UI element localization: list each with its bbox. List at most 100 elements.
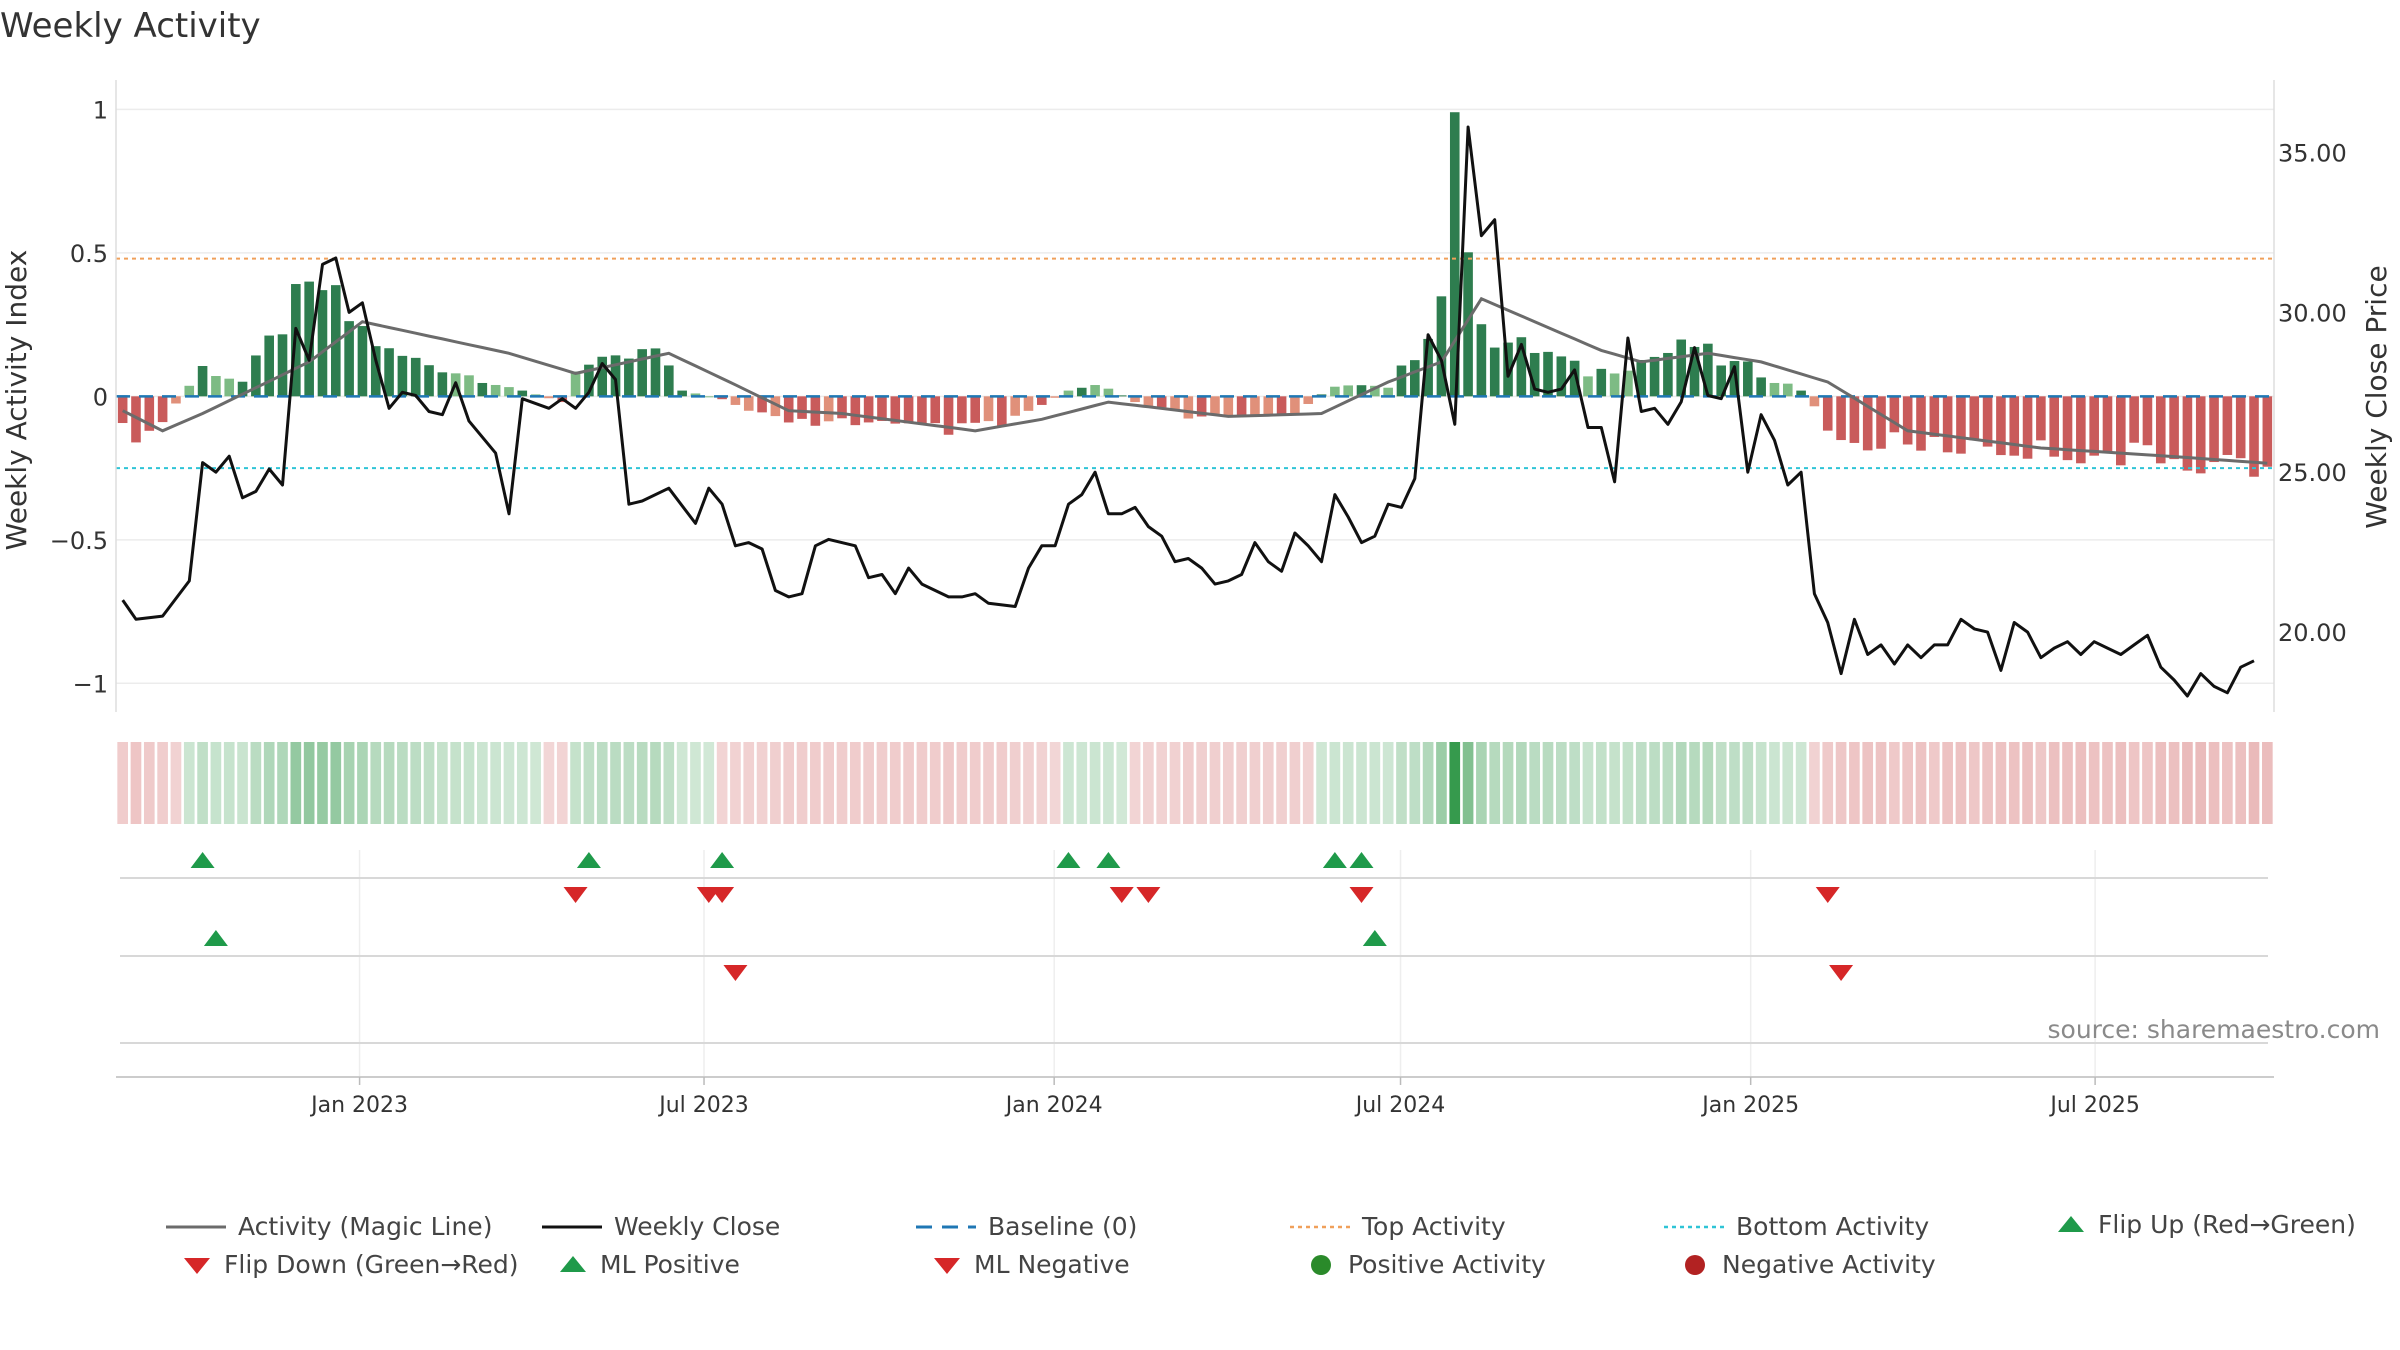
activity-bar <box>1782 383 1793 397</box>
heat-cell <box>929 742 941 824</box>
activity-bar <box>664 365 674 397</box>
heat-cell <box>2248 742 2260 824</box>
activity-bar <box>1969 396 1980 441</box>
flip-down-marker <box>563 887 588 903</box>
activity-bar <box>1836 396 1846 441</box>
activity-bar <box>517 390 528 397</box>
heat-cell <box>1809 742 1820 824</box>
legend-label: Bottom Activity <box>1736 1212 1930 1241</box>
heat-cell <box>463 742 475 824</box>
activity-bar <box>1649 356 1660 397</box>
heat-cell <box>1516 742 1527 824</box>
magic-line <box>122 296 2268 465</box>
heat-cell <box>1236 742 1247 824</box>
activity-bar <box>410 357 421 397</box>
activity-bar <box>1103 388 1114 397</box>
activity-bar <box>1263 396 1274 417</box>
activity-bar <box>1436 296 1447 397</box>
right-tick-label: 25.00 <box>2278 459 2347 487</box>
heat-cell <box>1262 742 1274 824</box>
heat-cell <box>1982 742 1993 824</box>
activity-bar <box>637 349 647 397</box>
activity-bar <box>1343 385 1353 397</box>
activity-bar <box>1356 385 1367 397</box>
heat-cell <box>2035 742 2047 824</box>
activity-bar <box>1609 373 1620 397</box>
heat-cell <box>1822 742 1834 824</box>
activity-bar <box>1982 396 1993 447</box>
heat-cell <box>1595 742 1607 824</box>
heat-cell <box>1476 742 1487 824</box>
flip-up-marker <box>1322 852 1347 868</box>
heat-cell <box>690 742 701 824</box>
left-tick-label: −0.5 <box>50 527 108 555</box>
activity-bar <box>837 396 847 419</box>
heat-cell <box>596 742 608 824</box>
heat-cell <box>2222 742 2233 824</box>
activity-bar <box>930 396 941 424</box>
activity-bar <box>1529 352 1540 397</box>
heat-cell <box>277 742 288 824</box>
ml-positive-marker <box>203 930 228 946</box>
heat-cell <box>1995 742 2007 824</box>
chart-title: Weekly Activity <box>0 6 261 46</box>
baseline-swatch-icon <box>916 1225 976 1228</box>
activity-bar <box>2022 396 2033 459</box>
activity-bar <box>1663 352 1673 397</box>
activity-bar <box>490 384 501 397</box>
activity-bar <box>370 346 381 397</box>
legend-label: ML Negative <box>974 1250 1130 1279</box>
activity-bar <box>171 396 181 404</box>
heat-cell <box>570 742 581 824</box>
activity-bar <box>2195 396 2206 474</box>
activity-bar <box>1449 112 1460 397</box>
heat-cell <box>490 742 501 824</box>
activity-bar <box>1996 396 2006 456</box>
bottom-line-swatch-icon <box>1664 1225 1724 1228</box>
heat-cell <box>1489 742 1501 824</box>
heat-cell <box>1928 742 1940 824</box>
activity-bar <box>1716 365 1726 397</box>
activity-bar <box>597 356 608 397</box>
activity-bar <box>2142 396 2153 446</box>
activity-bar <box>1822 396 1833 431</box>
heat-cell <box>1063 742 1074 824</box>
activity-bar <box>1383 387 1393 397</box>
heat-cell <box>117 742 128 824</box>
heat-cell <box>1542 742 1554 824</box>
activity-bar <box>2222 396 2233 455</box>
heat-cell <box>2115 742 2127 824</box>
heat-cell <box>2022 742 2033 824</box>
heat-cell <box>1289 742 1301 824</box>
heat-cell <box>290 742 302 824</box>
flip-down-marker <box>1109 887 1134 903</box>
heat-cell <box>996 742 1008 824</box>
heat-cell <box>1675 742 1687 824</box>
heat-cell <box>1396 742 1407 824</box>
activity-bar <box>2262 396 2273 467</box>
activity-bar <box>1876 396 1886 449</box>
activity-bar <box>277 334 288 397</box>
heat-cell <box>756 742 768 824</box>
legend-label: Baseline (0) <box>988 1212 1138 1241</box>
left-tick-label: 0.5 <box>70 240 108 268</box>
heat-cell <box>330 742 342 824</box>
heat-cell <box>889 742 901 824</box>
legend-item-close: Weekly Close <box>542 1212 780 1241</box>
activity-bar <box>157 396 168 423</box>
activity-bar <box>1290 396 1300 414</box>
heat-cell <box>303 742 315 824</box>
activity-bar <box>1956 396 1966 454</box>
left-axis-title: Weekly Activity Index <box>0 250 33 551</box>
activity-bar <box>743 396 754 411</box>
activity-bar <box>703 396 714 398</box>
heat-cell <box>703 742 715 824</box>
heat-cell <box>2235 742 2247 824</box>
activity-bar <box>357 326 368 397</box>
heat-cell <box>1782 742 1794 824</box>
activity-bar <box>797 396 807 419</box>
activity-heat-strip <box>117 742 2273 824</box>
activity-bar <box>1050 396 1060 398</box>
heat-cell <box>623 742 635 824</box>
